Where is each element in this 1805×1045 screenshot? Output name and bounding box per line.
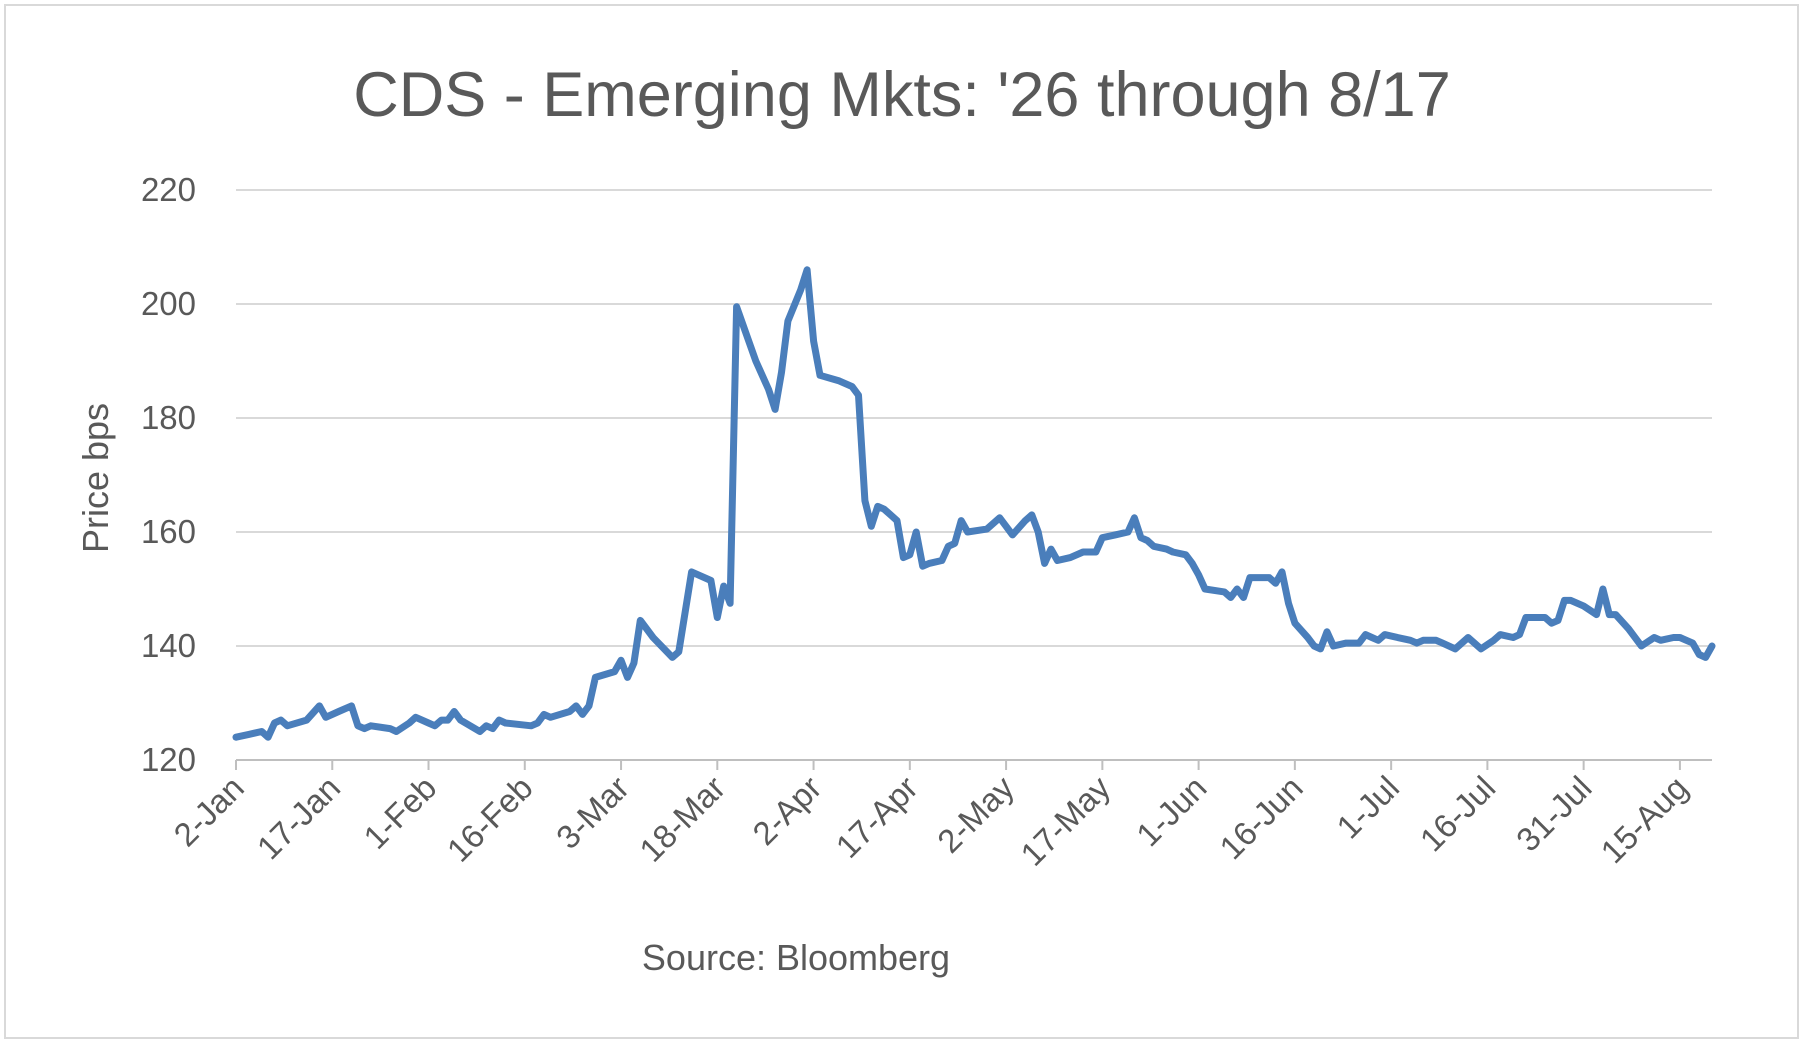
x-tick-label: 16-Jun [1212,769,1310,867]
y-axis-title: Price bps [75,403,116,553]
line-chart: CDS - Emerging Mkts: '26 through 8/17 12… [75,60,1716,978]
y-tick-label: 180 [141,399,196,436]
y-tick-label: 160 [141,513,196,550]
x-tick-label: 2-Jan [166,769,251,854]
x-tick-label: 1-Jun [1129,769,1214,854]
series-line [232,266,1716,741]
x-tick-label: 16-Jul [1413,769,1503,859]
x-tick-label: 2-May [930,768,1021,859]
chart-frame: CDS - Emerging Mkts: '26 through 8/17 12… [4,4,1799,1039]
series-layer [232,266,1716,741]
chart-title: CDS - Emerging Mkts: '26 through 8/17 [353,60,1451,130]
x-axis-title: Source: Bloomberg [642,937,950,978]
y-axis-ticks: 120 140 160 180 200 220 [141,171,196,778]
x-tick-label: 17-May [1013,768,1117,872]
x-tick-label: 16-Feb [440,769,540,869]
y-tick-label: 200 [141,285,196,322]
y-tick-label: 140 [141,627,196,664]
gridlines [236,189,1712,647]
y-tick-label: 120 [141,741,196,778]
x-tick-label: 3-Mar [549,769,636,856]
x-tick-label: 2-Apr [745,769,828,852]
x-tick-label: 15-Aug [1593,769,1694,870]
y-tick-label: 220 [141,171,196,208]
x-tick-label: 31-Jul [1509,769,1599,859]
x-tick-label: 1-Jul [1329,769,1406,846]
x-tick-label: 17-Jan [250,769,348,867]
x-tick-label: 1-Feb [356,769,443,856]
x-tick-label: 17-Apr [829,769,925,865]
x-tick-label: 18-Mar [632,769,732,869]
